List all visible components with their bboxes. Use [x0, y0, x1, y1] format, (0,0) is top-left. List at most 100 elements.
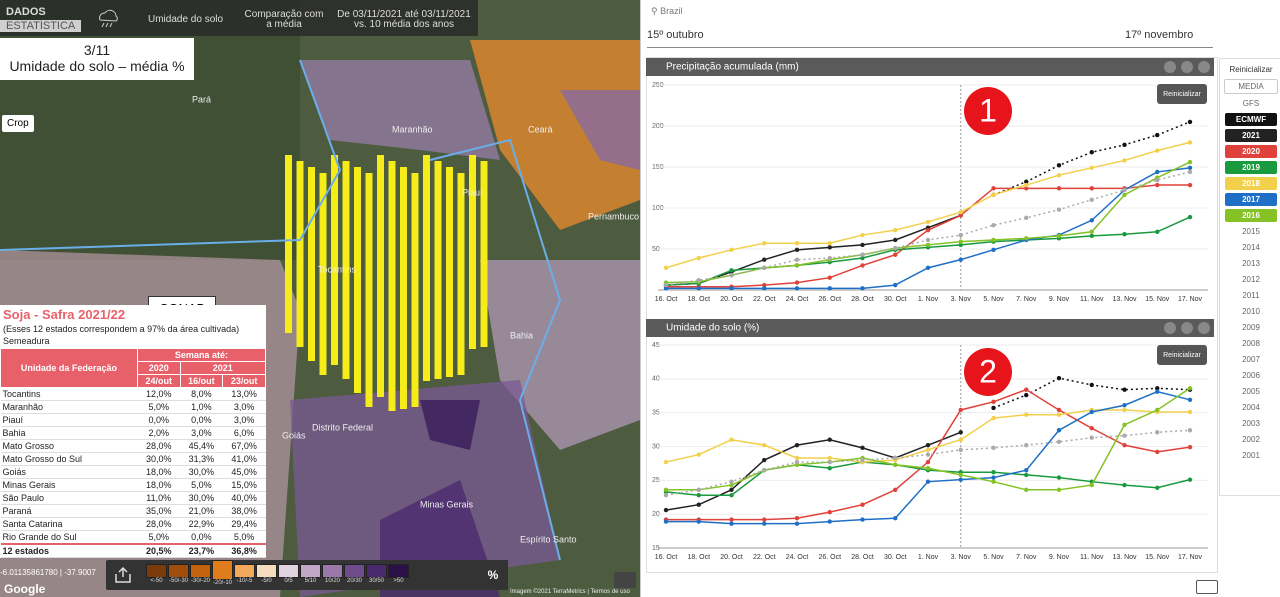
legend-item: <-50	[146, 564, 167, 584]
table-cell: Piauí	[0, 413, 138, 427]
map-label: Pará	[192, 94, 211, 104]
legend-entry[interactable]: 2013	[1242, 259, 1260, 268]
table-cell: 3,0%	[222, 413, 266, 427]
range-end[interactable]: 17º novembro	[1125, 29, 1194, 41]
table-cell: 38,0%	[222, 504, 266, 518]
legend-entry[interactable]: 2002	[1242, 435, 1260, 444]
period-tab[interactable]: De 03/11/2021 até 03/11/2021 vs. 10 médi…	[337, 9, 471, 30]
table-cell: 12,0%	[137, 387, 181, 401]
table-cell: 67,0%	[222, 439, 266, 453]
crop-area	[285, 155, 292, 333]
table-cell: Maranhão	[0, 400, 138, 414]
table-row: Santa Catarina 28,0% 22,9% 29,4%	[0, 517, 266, 531]
legend-entry[interactable]: 2006	[1242, 371, 1260, 380]
crop-button[interactable]: Crop	[2, 115, 34, 132]
legend-entry[interactable]: 2005	[1242, 387, 1260, 396]
legend-entry[interactable]: MEDIA	[1224, 79, 1278, 94]
table-cell: Mato Grosso	[0, 439, 138, 453]
legend-entry[interactable]: 2011	[1242, 291, 1260, 300]
legend-swatch	[344, 564, 365, 578]
table-cell: 12 estados	[0, 544, 138, 558]
table-row: Goiás 18,0% 30,0% 45,0%	[0, 465, 266, 479]
legend-entry[interactable]: 2007	[1242, 355, 1260, 364]
brand-sub: ESTATÍSTICA	[0, 20, 82, 32]
legend-swatch	[300, 564, 321, 578]
crop-area	[354, 167, 361, 393]
table-cell: Minas Gerais	[0, 478, 138, 492]
location: ⚲ Brazil	[651, 6, 683, 16]
legend-entry[interactable]: 2009	[1242, 323, 1260, 332]
reset-button[interactable]: Reinicializar	[1229, 65, 1273, 74]
legend-item: 10/20	[322, 564, 343, 584]
legend-entry[interactable]: 2003	[1242, 419, 1260, 428]
range-slider[interactable]	[647, 47, 1213, 48]
table-cell: 1,0%	[180, 400, 223, 414]
date-box: 3/11 Umidade do solo – média %	[0, 38, 194, 80]
legend-entry[interactable]: 2015	[1242, 227, 1260, 236]
table-cell: 18,0%	[137, 465, 181, 479]
table-row: Bahia 2,0% 3,0% 6,0%	[0, 426, 266, 440]
table-cell: Bahia	[0, 426, 138, 440]
legend-entry[interactable]: ECMWF	[1225, 113, 1277, 126]
th: 23/out	[222, 374, 266, 388]
legend-entry[interactable]: 2008	[1242, 339, 1260, 348]
table-section: Semeadura	[3, 336, 50, 346]
panel-button[interactable]	[1196, 580, 1218, 594]
table-cell: 40,0%	[222, 491, 266, 505]
legend-entry[interactable]: 2020	[1225, 145, 1277, 158]
legend-swatch	[278, 564, 299, 578]
legend-entry[interactable]: 2014	[1242, 243, 1260, 252]
table-cell: 45,0%	[222, 465, 266, 479]
legend-swatch	[366, 564, 387, 578]
legend-entry[interactable]: 2018	[1225, 177, 1277, 190]
legend-bar: <-50 -50/-30 -30/-20 -20/-10 -10/-5 -5/0 0/5 5/…	[106, 560, 506, 590]
crop-area	[480, 161, 488, 347]
table-cell: 6,0%	[222, 426, 266, 440]
attribution: Imagem ©2021 TerraMetrics | Termos de us…	[510, 589, 630, 595]
layer-tab[interactable]: Umidade do solo	[148, 14, 224, 25]
legend-label: -5/0	[261, 578, 272, 584]
charts-frame	[646, 57, 1218, 573]
table-cell: 36,8%	[222, 544, 266, 558]
legend-item: 5/10	[300, 564, 321, 584]
legend-label: 20/30	[346, 578, 362, 584]
legend-entry[interactable]: 2019	[1225, 161, 1277, 174]
legend-entry[interactable]: 2012	[1242, 275, 1260, 284]
year-legend: Reinicializar MEDIA GFS ECMWF 2021 2020 2019 20…	[1219, 58, 1280, 496]
range-start[interactable]: 15º outubro	[647, 29, 704, 41]
table-row: Rio Grande do Sul 5,0% 0,0% 5,0%	[0, 530, 266, 545]
table-cell: 5,0%	[137, 530, 181, 545]
legend-label: -10/-5	[236, 578, 253, 584]
legend-label: 5/10	[304, 578, 317, 584]
table-title: Soja - Safra 2021/22	[3, 307, 126, 322]
share-icon[interactable]	[114, 566, 132, 584]
legend-label: 10/20	[324, 578, 340, 584]
legend-entry[interactable]: 2017	[1225, 193, 1277, 206]
th: Unidade da Federação	[0, 348, 138, 388]
legend-item: -30/-20	[190, 564, 211, 584]
mode-tab[interactable]: Comparação com a média	[244, 9, 324, 30]
map-label: Minas Gerais	[420, 499, 474, 509]
table-cell: 41,0%	[222, 452, 266, 466]
legend-entry[interactable]: GFS	[1242, 99, 1260, 108]
map-label: Piauí	[462, 187, 483, 197]
legend-entry[interactable]: 2004	[1242, 403, 1260, 412]
expand-button[interactable]	[614, 572, 636, 588]
table-cell: Mato Grosso do Sul	[0, 452, 138, 466]
coords: -6.01135861780 | -37.9007	[0, 568, 96, 577]
map-label: Bahia	[510, 330, 533, 340]
table-row: Mato Grosso 28,0% 45,4% 67,0%	[0, 439, 266, 453]
table-cell: 45,4%	[180, 439, 223, 453]
legend-entry[interactable]: 2001	[1242, 451, 1260, 460]
table-cell: 15,0%	[222, 478, 266, 492]
legend-swatch	[322, 564, 343, 578]
legend-swatch	[190, 564, 211, 578]
legend-entry[interactable]: 2016	[1225, 209, 1277, 222]
table-row: Maranhão 5,0% 1,0% 3,0%	[0, 400, 266, 414]
legend-label: -50/-30	[168, 578, 188, 584]
legend-entry[interactable]: 2021	[1225, 129, 1277, 142]
legend-entry[interactable]: 2010	[1242, 307, 1260, 316]
table-cell: 21,0%	[180, 504, 223, 518]
unit-button[interactable]: %	[478, 560, 508, 590]
table-cell: Rio Grande do Sul	[0, 530, 138, 545]
